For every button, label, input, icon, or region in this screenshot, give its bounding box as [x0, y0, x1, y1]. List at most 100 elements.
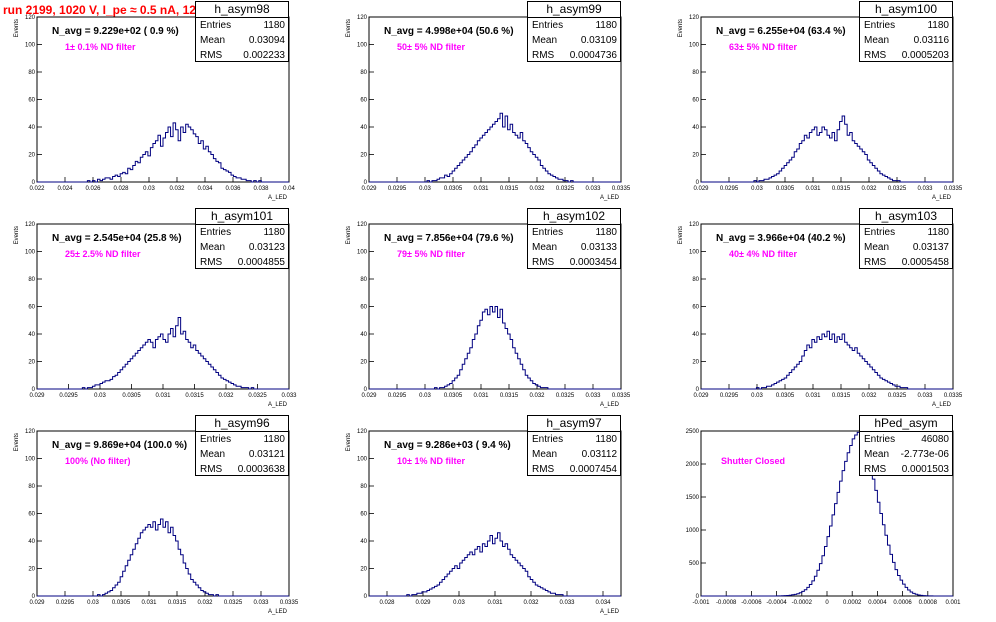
stats-title: h_asym98 [196, 2, 288, 18]
x-tick-label: 0.04 [283, 186, 295, 192]
histogram-panel: 0 20 40 60 80 100 120 0.029 0.0295 0.03 0.0305 0.03… [332, 207, 664, 414]
x-tick-label: 0.0325 [248, 393, 267, 399]
stats-title: hPed_asym [860, 416, 952, 432]
y-tick-label: 120 [689, 222, 700, 228]
x-tick-label: 0.0305 [444, 186, 463, 192]
stats-key: Entries [864, 227, 896, 238]
stats-row: Mean 0.03123 [196, 240, 288, 255]
stats-key: Entries [532, 434, 564, 445]
x-tick-label: 0.022 [29, 186, 45, 192]
stats-row: RMS 0.002233 [196, 48, 288, 63]
y-tick-label: 0 [364, 387, 368, 393]
stats-row: RMS 0.0007454 [528, 462, 620, 477]
x-tick-label: 0.031 [805, 393, 821, 399]
x-tick-label: 0.034 [197, 186, 213, 192]
x-tick-label: 0.029 [29, 600, 45, 606]
x-tick-label: 0.03 [143, 186, 155, 192]
page-title: run 2199, 1020 V, I_pe ≈ 0.5 nA, 120 Hz [3, 3, 221, 17]
y-tick-label: 60 [360, 98, 367, 104]
y-tick-label: 20 [360, 360, 367, 366]
filter-note: 40± 4% ND filter [729, 249, 797, 259]
stats-row: RMS 0.0003638 [196, 462, 288, 477]
stats-row: Entries 1180 [196, 225, 288, 240]
stats-value: 0.0005458 [901, 257, 949, 268]
stats-box: h_asym103 Entries 1180 Mean 0.03137 RMS 0.0005… [859, 208, 953, 269]
stats-value: 1180 [595, 227, 617, 238]
stats-box: h_asym100 Entries 1180 Mean 0.03116 RMS 0.0005… [859, 1, 953, 62]
x-axis-label: A_LED [932, 195, 952, 201]
x-tick-label: 0.031 [473, 393, 489, 399]
histogram-series [37, 122, 289, 183]
y-tick-label: 120 [25, 429, 36, 435]
histogram-panel: 0 20 40 60 80 100 120 0.029 0.0295 0.03 0.0305 0.03… [664, 0, 996, 207]
histogram-plot: 0 20 40 60 80 100 120 0.028 0.029 0.03 0.031 0.032 0… [346, 429, 622, 615]
y-tick-label: 0 [696, 387, 700, 393]
stats-key: Mean [864, 35, 890, 46]
y-tick-label: 80 [28, 484, 35, 490]
filter-note: 10± 1% ND filter [397, 456, 465, 466]
x-axis-label: A_LED [932, 402, 952, 408]
x-tick-label: 0.036 [225, 186, 241, 192]
x-tick-label: 0.0295 [59, 393, 78, 399]
y-tick-label: 40 [28, 539, 35, 545]
stats-value: 1180 [927, 227, 949, 238]
y-axis-label: Events [14, 19, 20, 37]
stats-title: h_asym101 [196, 209, 288, 225]
x-tick-label: 0.0315 [185, 393, 204, 399]
stats-value: 0.0004855 [237, 257, 285, 268]
stats-value: 0.03112 [581, 449, 617, 460]
y-tick-label: 40 [360, 332, 367, 338]
x-tick-label: 0.03 [419, 393, 431, 399]
y-axis-label: Events [678, 226, 684, 244]
stats-value: 46080 [921, 434, 949, 445]
y-tick-label: 80 [692, 70, 699, 76]
x-tick-label: 0.0325 [556, 186, 575, 192]
stats-key: Entries [200, 227, 232, 238]
histogram-panel: 0 20 40 60 80 100 120 0.028 0.029 0.03 0.031 0.032 0… [332, 414, 664, 621]
x-tick-label: 0.032 [197, 600, 213, 606]
stats-value: 0.0003638 [237, 464, 285, 475]
stats-row: Mean -2.773e-06 [860, 447, 952, 462]
filter-note: 79± 5% ND filter [397, 249, 465, 259]
y-axis-label: Events [346, 433, 352, 451]
histogram-series [701, 431, 953, 597]
stats-row: Entries 1180 [528, 18, 620, 33]
x-tick-label: 0.024 [57, 186, 73, 192]
x-tick-label: 0.029 [415, 600, 431, 606]
stats-key: RMS [532, 464, 555, 475]
x-tick-label: 0.0325 [888, 393, 907, 399]
stats-key: Entries [200, 20, 232, 31]
stats-row: Entries 1180 [528, 432, 620, 447]
stats-title: h_asym99 [528, 2, 620, 18]
x-tick-label: 0.029 [361, 393, 377, 399]
x-tick-label: 0.03 [751, 186, 763, 192]
x-tick-label: -0.001 [692, 600, 710, 606]
x-tick-label: 0.038 [253, 186, 269, 192]
x-tick-label: -0.0006 [741, 600, 762, 606]
x-tick-label: 0.0008 [919, 600, 938, 606]
navg-label: N_avg = 3.966e+04 (40.2 %) [716, 233, 846, 244]
x-tick-label: 0.0335 [612, 393, 631, 399]
stats-key: RMS [532, 257, 555, 268]
stats-key: Mean [200, 242, 226, 253]
x-tick-label: 0.0305 [776, 393, 795, 399]
y-axis-label: Events [346, 226, 352, 244]
y-tick-label: 40 [28, 332, 35, 338]
stats-key: RMS [532, 50, 555, 61]
x-tick-label: 0.032 [169, 186, 185, 192]
stats-key: Mean [532, 242, 558, 253]
stats-row: Mean 0.03109 [528, 33, 620, 48]
histogram-plot: 0 20 40 60 80 100 120 0.029 0.0295 0.03 0.0305 0.03… [678, 15, 963, 201]
x-tick-label: 0.03 [751, 393, 763, 399]
y-tick-label: 20 [28, 153, 35, 159]
stats-key: RMS [200, 257, 223, 268]
stats-title: h_asym96 [196, 416, 288, 432]
y-tick-label: 0 [364, 180, 368, 186]
stats-key: Mean [532, 35, 558, 46]
stats-key: RMS [864, 464, 887, 475]
x-tick-label: 0.0295 [388, 186, 407, 192]
histogram-series [701, 330, 953, 390]
y-tick-label: 20 [28, 360, 35, 366]
